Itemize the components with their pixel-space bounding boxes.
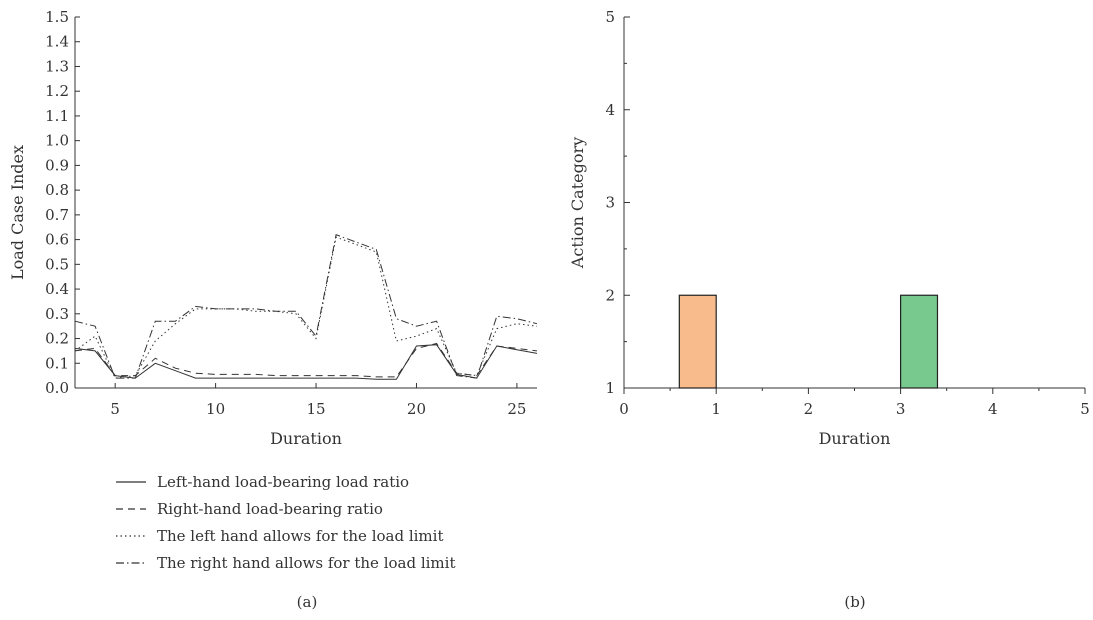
y-tick-label-b: 5: [605, 8, 615, 26]
x-tick-label-b: 2: [804, 400, 814, 418]
bar-1: [678, 294, 717, 389]
y-tick-label-a: 1.5: [45, 8, 69, 26]
x-tick-label-b: 4: [988, 400, 998, 418]
series-line-1: [74, 344, 538, 380]
y-tick-label-a: 1.4: [45, 33, 69, 51]
y-tick-label-a: 1.1: [45, 107, 69, 125]
x-tick-label-a: 25: [507, 400, 526, 418]
y-tick-label-a: 0.4: [45, 280, 69, 298]
y-tick-label-b: 2: [605, 286, 615, 304]
x-tick-label-a: 20: [407, 400, 426, 418]
y-tick-label-a: 0.9: [45, 156, 69, 174]
x-tick-label-a: 5: [110, 400, 120, 418]
y-tick-label-a: 1.2: [45, 82, 69, 100]
x-tick-label-b: 3: [896, 400, 906, 418]
y-tick-label-a: 0.6: [45, 231, 69, 249]
x-tick-label-a: 15: [306, 400, 325, 418]
y-tick-label-b: 3: [605, 194, 615, 212]
legend-label-1: Left-hand load-bearing load ratio: [157, 473, 409, 491]
x-tick-label-b: 1: [711, 400, 721, 418]
bar-2: [899, 294, 939, 389]
x-tick-label-b: 5: [1080, 400, 1090, 418]
x-tick-label-b: 0: [619, 400, 629, 418]
panel-label-a: (a): [297, 593, 318, 611]
y-tick-label-a: 0.8: [45, 181, 69, 199]
legend-label-3: The left hand allows for the load limit: [157, 527, 443, 545]
series-line-2: [74, 342, 538, 378]
legend-label-2: Right-hand load-bearing ratio: [157, 500, 383, 518]
y-tick-label-a: 0.3: [45, 305, 69, 323]
y-tick-label-a: 0.5: [45, 255, 69, 273]
series-line-4: [74, 234, 538, 379]
x-axis-title-a: Duration: [270, 429, 342, 448]
legend-label-4: The right hand allows for the load limit: [157, 554, 455, 572]
x-axis-title-b: Duration: [819, 429, 891, 448]
y-tick-label-b: 4: [605, 101, 615, 119]
y-tick-label-a: 0.2: [45, 330, 69, 348]
y-axis-title-a: Load Case Index: [8, 145, 27, 280]
y-tick-label-a: 0.1: [45, 354, 69, 372]
y-tick-label-a: 1.0: [45, 132, 69, 150]
y-tick-label-a: 0.0: [45, 379, 69, 397]
y-axis-title-b: Action Category: [568, 137, 587, 269]
y-tick-label-b: 1: [605, 379, 615, 397]
panel-label-b: (b): [844, 593, 865, 611]
y-tick-label-a: 0.7: [45, 206, 69, 224]
y-tick-label-a: 1.3: [45, 57, 69, 75]
series-line-3: [74, 236, 538, 379]
x-tick-label-a: 10: [206, 400, 225, 418]
